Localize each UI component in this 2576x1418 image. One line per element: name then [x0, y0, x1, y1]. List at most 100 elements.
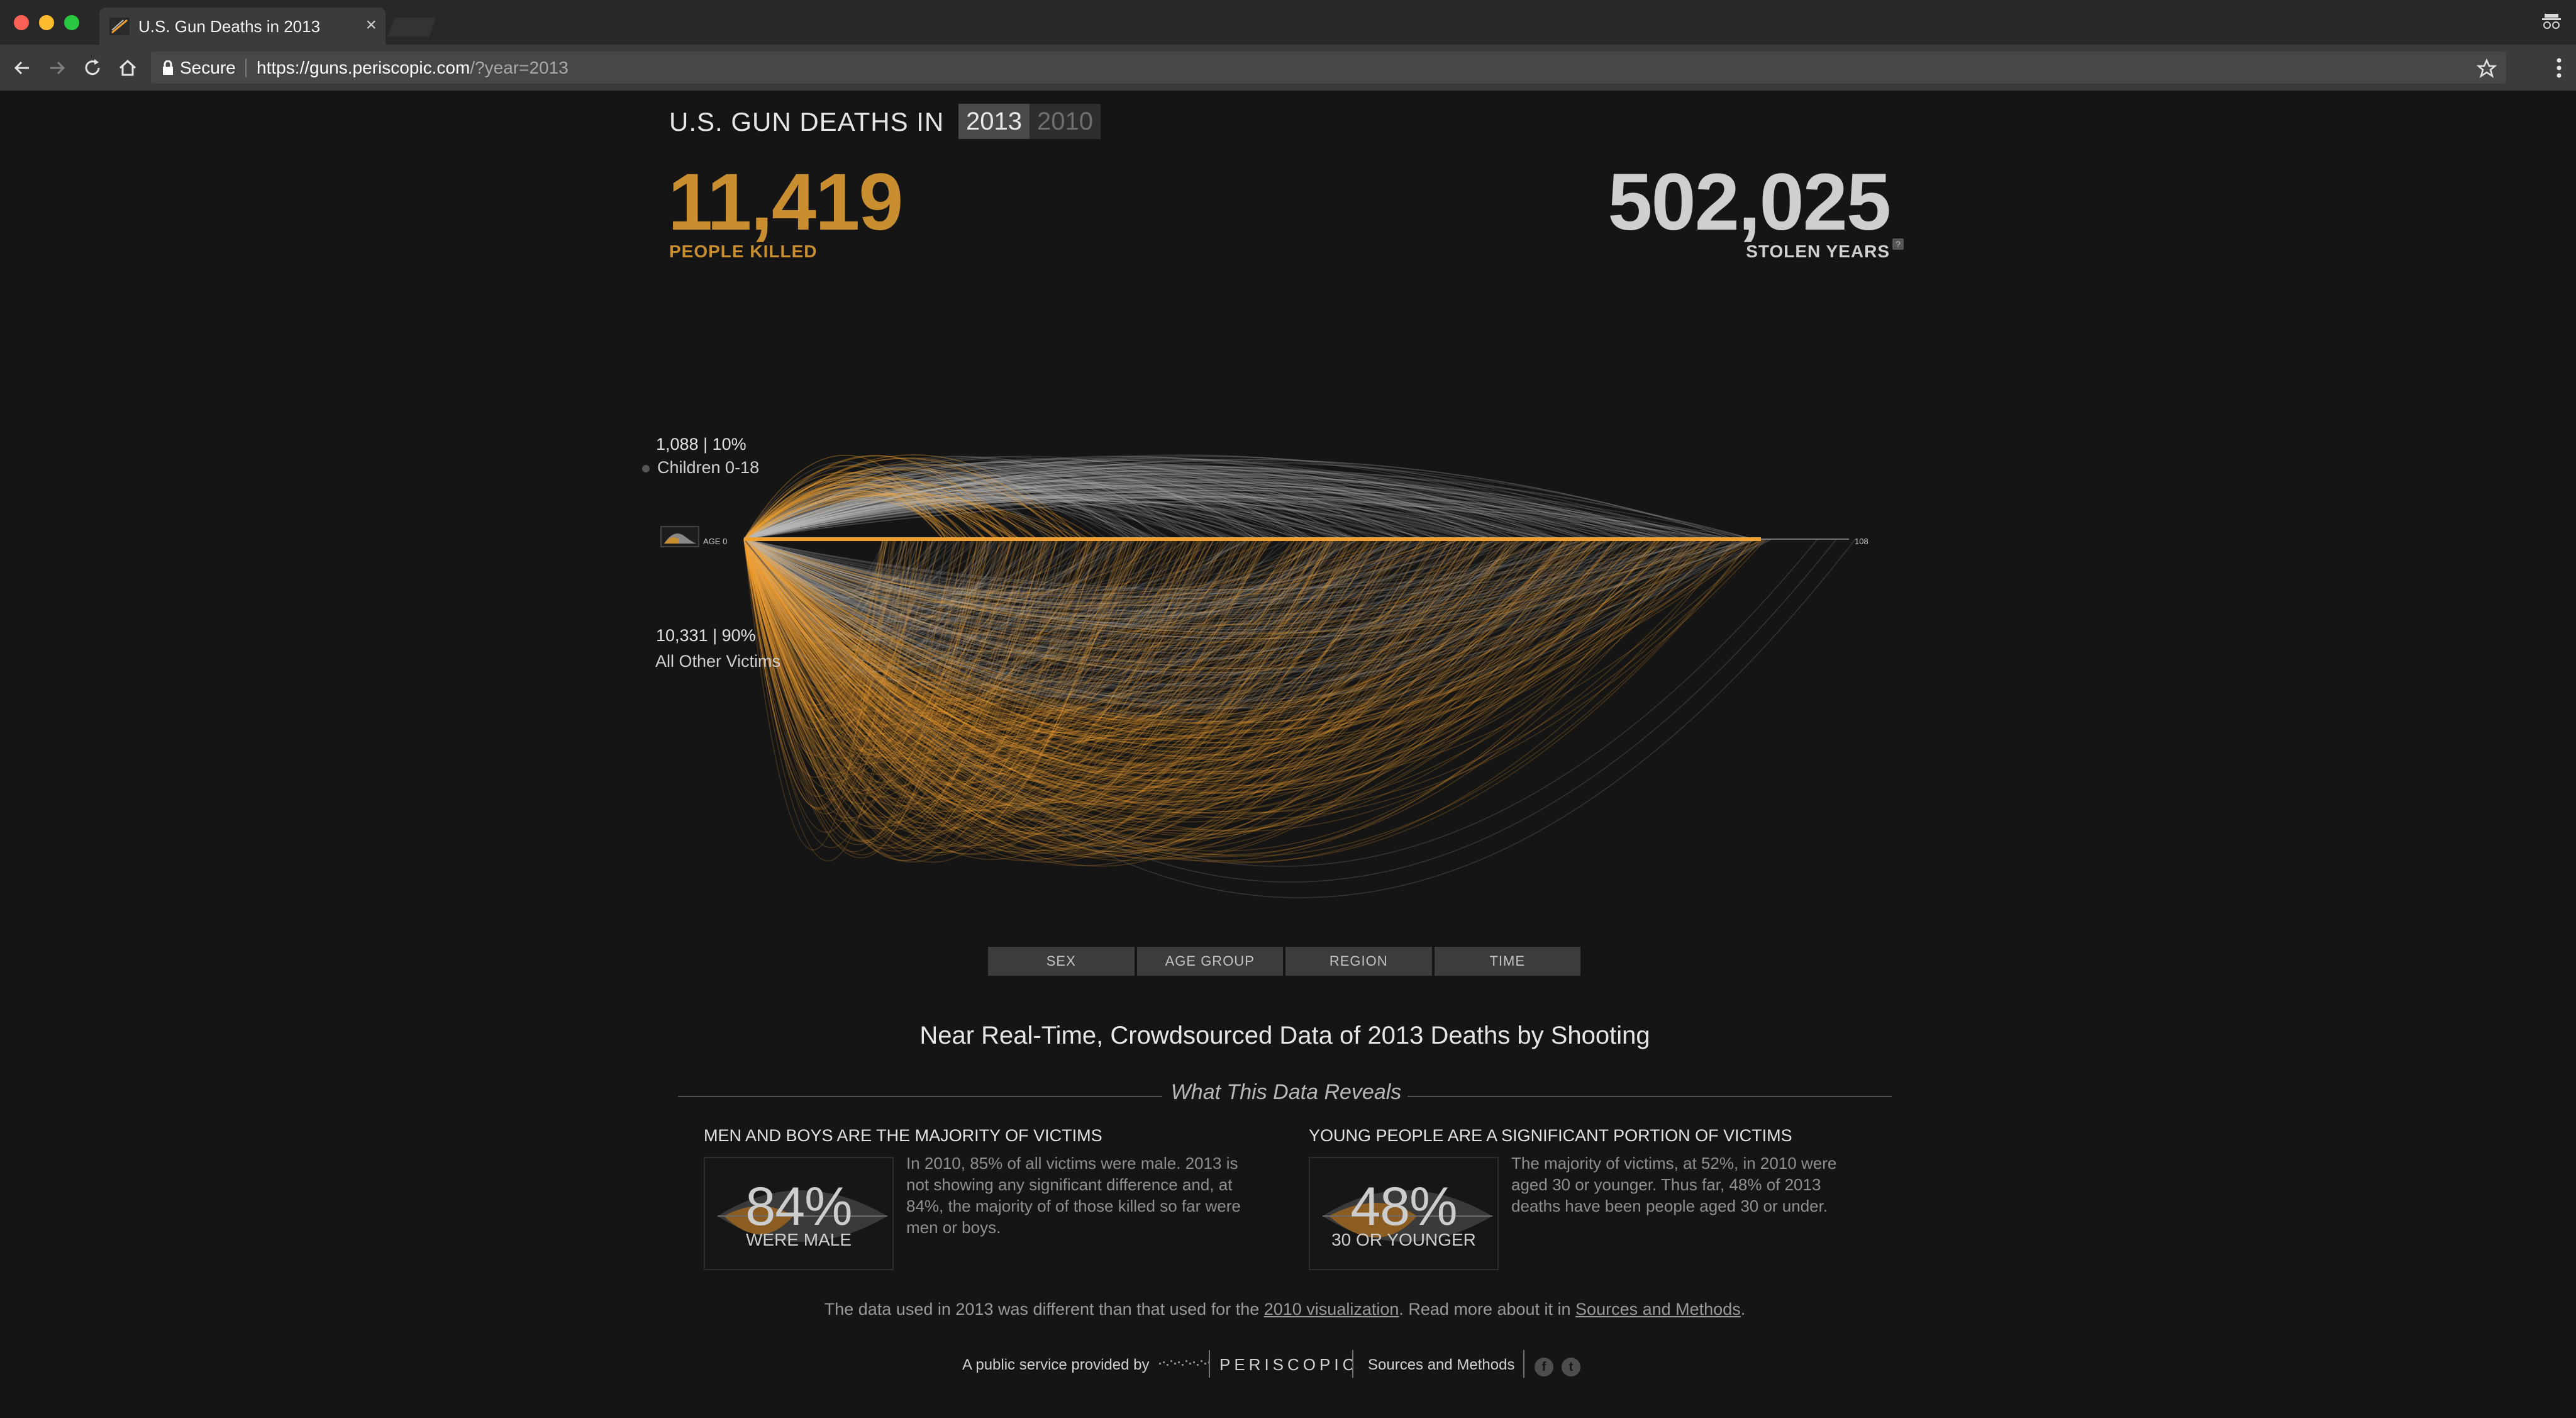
fact-young-graphic: 48% 30 OR YOUNGER — [1309, 1157, 1499, 1270]
other-victims-label[interactable]: All Other Victims — [655, 652, 781, 671]
victim-arc-grey — [743, 539, 945, 652]
victim-arc-orange — [743, 539, 1424, 866]
victim-arc-orange — [743, 539, 1325, 777]
home-icon[interactable] — [117, 57, 138, 79]
filter-time-button[interactable]: TIME — [1434, 947, 1580, 976]
child-arc-grey — [743, 497, 1664, 540]
victim-arc-orange — [743, 539, 1705, 787]
victim-arc-orange — [743, 539, 1258, 762]
victim-arc-orange — [743, 539, 1168, 813]
fact-male-percent: 84% — [745, 1176, 852, 1237]
link-2010-visualization[interactable]: 2010 visualization — [1263, 1300, 1399, 1319]
victim-arc-orange — [743, 539, 1263, 836]
forward-icon[interactable] — [47, 57, 68, 79]
footer-sources-link[interactable]: Sources and Methods — [1368, 1356, 1515, 1373]
child-arc-grey — [743, 467, 1488, 540]
child-arc-orange — [743, 499, 1082, 540]
victim-arc-grey — [743, 539, 1101, 647]
victim-arc-orange — [743, 539, 1486, 852]
address-bar[interactable]: Secure https://guns.periscopic.com/?year… — [151, 52, 2506, 84]
victim-arc-orange — [743, 539, 1746, 761]
fact-young-text: The majority of victims, at 52%, in 2010… — [1511, 1154, 1837, 1215]
victim-arc-orange — [743, 539, 1371, 837]
victim-arc-orange — [743, 539, 1273, 738]
victim-arc-orange — [743, 539, 1052, 787]
child-arc-grey — [743, 484, 1596, 540]
link-sources-methods[interactable]: Sources and Methods — [1575, 1300, 1741, 1319]
victim-arc-grey — [743, 539, 1521, 717]
victim-arc-grey — [743, 539, 1629, 702]
victim-arc-grey — [743, 539, 999, 687]
victim-arc-orange — [743, 539, 1670, 728]
victim-arc-orange — [743, 539, 1767, 820]
facebook-icon[interactable]: f — [1535, 1358, 1553, 1376]
child-arc-orange — [743, 493, 1065, 540]
child-arc-grey — [743, 465, 1606, 540]
child-arc-grey — [743, 499, 1263, 540]
victim-arc-orange — [743, 539, 1716, 756]
maximize-window-button[interactable] — [64, 15, 79, 30]
victim-arc-orange — [743, 539, 1610, 644]
new-tab-button[interactable] — [387, 18, 436, 36]
reload-icon[interactable] — [82, 57, 103, 79]
victim-arc-orange — [743, 539, 1723, 793]
footer-divider-2 — [1523, 1350, 1524, 1378]
victim-arc-orange — [743, 539, 1662, 749]
twitter-icon[interactable]: t — [1562, 1358, 1580, 1376]
year-2013-button[interactable]: 2013 — [958, 104, 1030, 139]
child-arc-grey — [743, 455, 1162, 540]
browser-tab-active[interactable]: U.S. Gun Deaths in 2013 × — [99, 8, 386, 45]
victim-arc-orange — [743, 539, 1414, 726]
child-arc-grey — [743, 484, 1575, 540]
child-arc-grey — [743, 457, 1560, 540]
victim-arc-grey — [743, 539, 1380, 685]
victim-arc-grey — [743, 539, 941, 677]
victim-arc-grey — [743, 539, 1587, 604]
victim-arc-grey — [743, 539, 1544, 664]
close-window-button[interactable] — [14, 15, 29, 30]
browser-menu-icon[interactable] — [2556, 57, 2562, 79]
victim-arc-grey — [743, 539, 1255, 593]
child-arc-grey — [743, 457, 1410, 540]
victim-arc-orange — [743, 539, 1014, 728]
victim-arc-orange — [743, 539, 1630, 823]
back-icon[interactable] — [11, 57, 33, 79]
filter-region-button[interactable]: REGION — [1285, 947, 1432, 976]
filter-sex-button[interactable]: SEX — [988, 947, 1135, 976]
victim-arc-grey — [743, 539, 1042, 613]
victim-arc-orange — [743, 539, 1156, 608]
victim-arc-orange — [743, 539, 1696, 852]
periscopic-logo-icon[interactable] — [1159, 1356, 1212, 1370]
victim-arc-grey — [743, 539, 960, 634]
periscopic-brand[interactable]: PERISCOPIC — [1219, 1355, 1358, 1374]
child-arc-grey — [743, 454, 1621, 540]
chart-thumbnail-icon[interactable] — [660, 526, 699, 547]
year-2010-button[interactable]: 2010 — [1036, 108, 1093, 135]
gun-deaths-arc-visualization[interactable] — [0, 91, 2576, 971]
victim-arc-orange — [743, 539, 1636, 814]
victim-arc-grey — [743, 539, 1645, 686]
url-separator — [245, 59, 247, 77]
victim-arc-orange — [743, 539, 1088, 731]
victim-arc-orange — [743, 539, 1674, 775]
victim-arc-orange — [743, 539, 1407, 802]
minimize-window-button[interactable] — [39, 15, 54, 30]
filter-age-group-button[interactable]: AGE GROUP — [1136, 947, 1283, 976]
victim-arc-grey — [743, 539, 1148, 691]
child-arc-grey — [743, 476, 1685, 540]
victim-arc-grey — [743, 539, 1590, 666]
stolen-years-help-icon[interactable]: ? — [1892, 238, 1904, 250]
victim-arc-grey — [743, 539, 1746, 634]
bookmark-star-icon[interactable] — [2476, 58, 2497, 79]
victim-arc-grey — [743, 539, 1307, 620]
victim-arc-grey — [743, 539, 1070, 682]
other-victims-stat: 10,331 | 90% — [656, 626, 756, 645]
victim-arc-orange — [743, 539, 930, 728]
children-label[interactable]: Children 0-18 — [657, 458, 760, 477]
victim-arc-grey — [743, 539, 1524, 705]
fact-male-text: In 2010, 85% of all victims were male. 2… — [906, 1154, 1241, 1237]
victim-arc-orange — [743, 539, 1685, 744]
tab-close-icon[interactable]: × — [365, 14, 377, 35]
child-arc-grey — [743, 484, 1426, 540]
incognito-profile-icon[interactable] — [2541, 10, 2562, 31]
